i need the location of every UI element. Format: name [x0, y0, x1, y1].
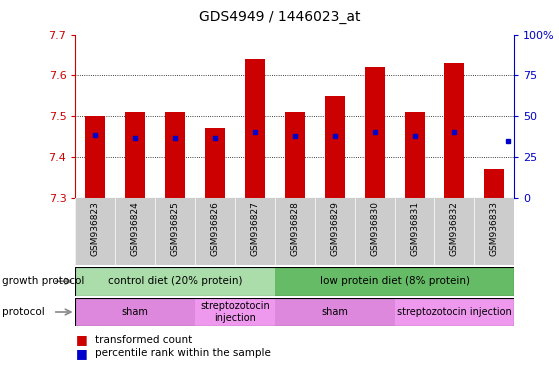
Bar [195, 198, 235, 265]
Bar [315, 198, 355, 265]
Bar [475, 198, 514, 265]
Text: GSM936828: GSM936828 [290, 201, 300, 256]
Bar [364, 67, 385, 198]
Bar [275, 198, 315, 265]
Bar [205, 128, 225, 198]
Bar [86, 116, 106, 198]
Bar [405, 112, 424, 198]
Text: GSM936833: GSM936833 [490, 201, 499, 256]
Bar [275, 298, 395, 326]
Bar [395, 298, 514, 326]
Bar [484, 169, 504, 198]
Bar [75, 267, 275, 296]
Bar [355, 198, 395, 265]
Bar [75, 298, 195, 326]
Text: sham: sham [321, 307, 348, 317]
Text: low protein diet (8% protein): low protein diet (8% protein) [320, 276, 470, 286]
Text: GDS4949 / 1446023_at: GDS4949 / 1446023_at [199, 10, 360, 23]
Bar [434, 198, 475, 265]
Bar [325, 96, 345, 198]
Text: transformed count: transformed count [95, 335, 192, 345]
Text: GSM936827: GSM936827 [250, 201, 259, 256]
Text: GSM936832: GSM936832 [450, 201, 459, 256]
Bar [245, 59, 265, 198]
Bar [125, 112, 145, 198]
Bar [395, 198, 434, 265]
Text: GSM936825: GSM936825 [170, 201, 179, 256]
Bar [115, 198, 155, 265]
Bar [195, 298, 275, 326]
Bar [165, 112, 185, 198]
Text: streptozotocin injection: streptozotocin injection [397, 307, 512, 317]
Text: GSM936831: GSM936831 [410, 201, 419, 256]
Text: GSM936824: GSM936824 [131, 201, 140, 256]
Bar [444, 63, 465, 198]
Text: sham: sham [122, 307, 149, 317]
Text: GSM936823: GSM936823 [91, 201, 100, 256]
Bar [235, 198, 275, 265]
Text: GSM936830: GSM936830 [370, 201, 379, 256]
Bar [285, 112, 305, 198]
Bar [75, 198, 115, 265]
Text: growth protocol: growth protocol [2, 276, 84, 286]
Bar [275, 267, 514, 296]
Bar [155, 198, 195, 265]
Text: ■: ■ [75, 347, 87, 360]
Text: control diet (20% protein): control diet (20% protein) [108, 276, 243, 286]
Text: percentile rank within the sample: percentile rank within the sample [95, 348, 271, 358]
Text: GSM936829: GSM936829 [330, 201, 339, 256]
Text: protocol: protocol [2, 307, 44, 317]
Text: streptozotocin
injection: streptozotocin injection [200, 301, 270, 323]
Text: GSM936826: GSM936826 [211, 201, 220, 256]
Text: ■: ■ [75, 333, 87, 346]
